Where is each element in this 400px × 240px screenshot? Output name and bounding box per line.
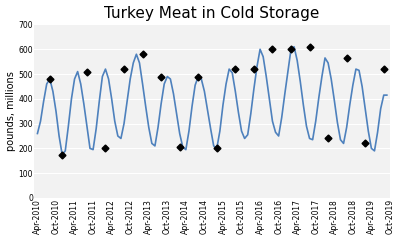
- Title: Turkey Meat in Cold Storage: Turkey Meat in Cold Storage: [104, 6, 320, 21]
- Y-axis label: pounds, millions: pounds, millions: [6, 71, 16, 151]
